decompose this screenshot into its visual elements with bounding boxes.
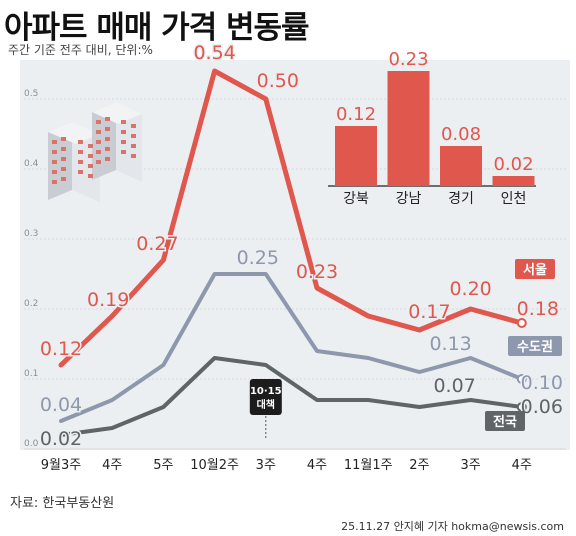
bar-value-label: 0.08 <box>441 124 481 145</box>
x-tick-label: 2주 <box>409 458 429 473</box>
data-label-seoul: 0.20 <box>449 278 491 300</box>
data-label-metro: 0.25 <box>237 247 279 269</box>
data-label-national: 0.06 <box>521 396 563 418</box>
data-label-national: 0.02 <box>40 428 82 450</box>
bar <box>335 126 377 186</box>
page-title: 아파트 매매 가격 변동률 <box>4 10 310 46</box>
bar-category-label: 인천 <box>501 191 527 207</box>
data-label-metro: 0.13 <box>429 333 471 355</box>
bar <box>440 146 482 186</box>
policy-marker-box <box>249 379 282 415</box>
legend-label-seoul: 서울 <box>523 262 547 278</box>
bar-category-label: 경기 <box>448 191 474 207</box>
y-tick-label: 0.5 <box>24 89 38 99</box>
bar-value-label: 0.23 <box>388 49 428 70</box>
legend-tag-national <box>485 411 525 431</box>
legend-label-metro: 수도권 <box>517 340 553 355</box>
y-tick-label: 0.0 <box>24 439 39 449</box>
data-label-seoul: 0.50 <box>257 70 299 92</box>
policy-marker-label: 대책 <box>257 398 275 411</box>
legend-tag-seoul <box>515 259 555 279</box>
series-end-point-seoul <box>516 318 527 328</box>
y-tick-label: 0.2 <box>24 299 38 309</box>
y-grid: 0.0 0.1 0.2 0.3 0.4 0.5 <box>24 89 566 450</box>
bar-value-label: 0.12 <box>336 104 376 125</box>
data-label-metro: 0.10 <box>521 372 563 394</box>
x-tick-label: 5주 <box>153 458 173 473</box>
policy-marker-label: 10·15 <box>250 386 282 397</box>
bar-value-label: 0.02 <box>493 154 533 175</box>
x-tick-label: 4주 <box>512 458 532 473</box>
data-label-seoul: 0.19 <box>87 289 129 311</box>
bar-category-label: 강북 <box>343 191 369 207</box>
x-tick-label: 4주 <box>102 458 122 473</box>
x-tick-label: 4주 <box>307 458 327 473</box>
bar <box>387 71 430 186</box>
source-note: 자료: 한국부동산원 <box>10 496 115 511</box>
data-label-seoul: 0.23 <box>296 261 338 283</box>
data-label-seoul: 0.12 <box>40 338 82 360</box>
data-label-seoul: 0.54 <box>193 42 235 64</box>
x-tick-label: 9월3주 <box>41 458 82 473</box>
x-tick-label: 3주 <box>256 458 276 473</box>
x-tick-label: 11월1주 <box>344 458 393 473</box>
credit-note: 25.11.27 안지혜 기자 hokma@newsis.com <box>341 520 564 533</box>
y-tick-label: 0.4 <box>24 159 39 169</box>
data-label-seoul: 0.18 <box>517 298 559 320</box>
series-end-point-metro <box>516 374 527 384</box>
series-line-metro <box>59 272 524 423</box>
y-tick-label: 0.3 <box>24 229 38 239</box>
series-line-seoul <box>58 68 525 368</box>
legend-tag-metro <box>508 336 562 356</box>
apartment-illustration-icon <box>48 102 142 202</box>
data-label-national: 0.07 <box>433 375 475 397</box>
bar <box>492 176 535 186</box>
series-line-national <box>59 356 524 437</box>
data-label-seoul: 0.27 <box>136 233 178 255</box>
legend-label-national: 전국 <box>493 414 517 430</box>
page-subtitle: 주간 기준 전주 대비, 단위:% <box>8 43 153 57</box>
data-label-seoul: 0.17 <box>408 301 450 323</box>
y-tick-label: 0.1 <box>24 369 38 379</box>
x-tick-label: 3주 <box>460 458 480 473</box>
bar-category-label: 강남 <box>396 191 422 207</box>
data-label-metro: 0.04 <box>40 394 82 416</box>
x-tick-label: 10월2주 <box>190 458 239 473</box>
